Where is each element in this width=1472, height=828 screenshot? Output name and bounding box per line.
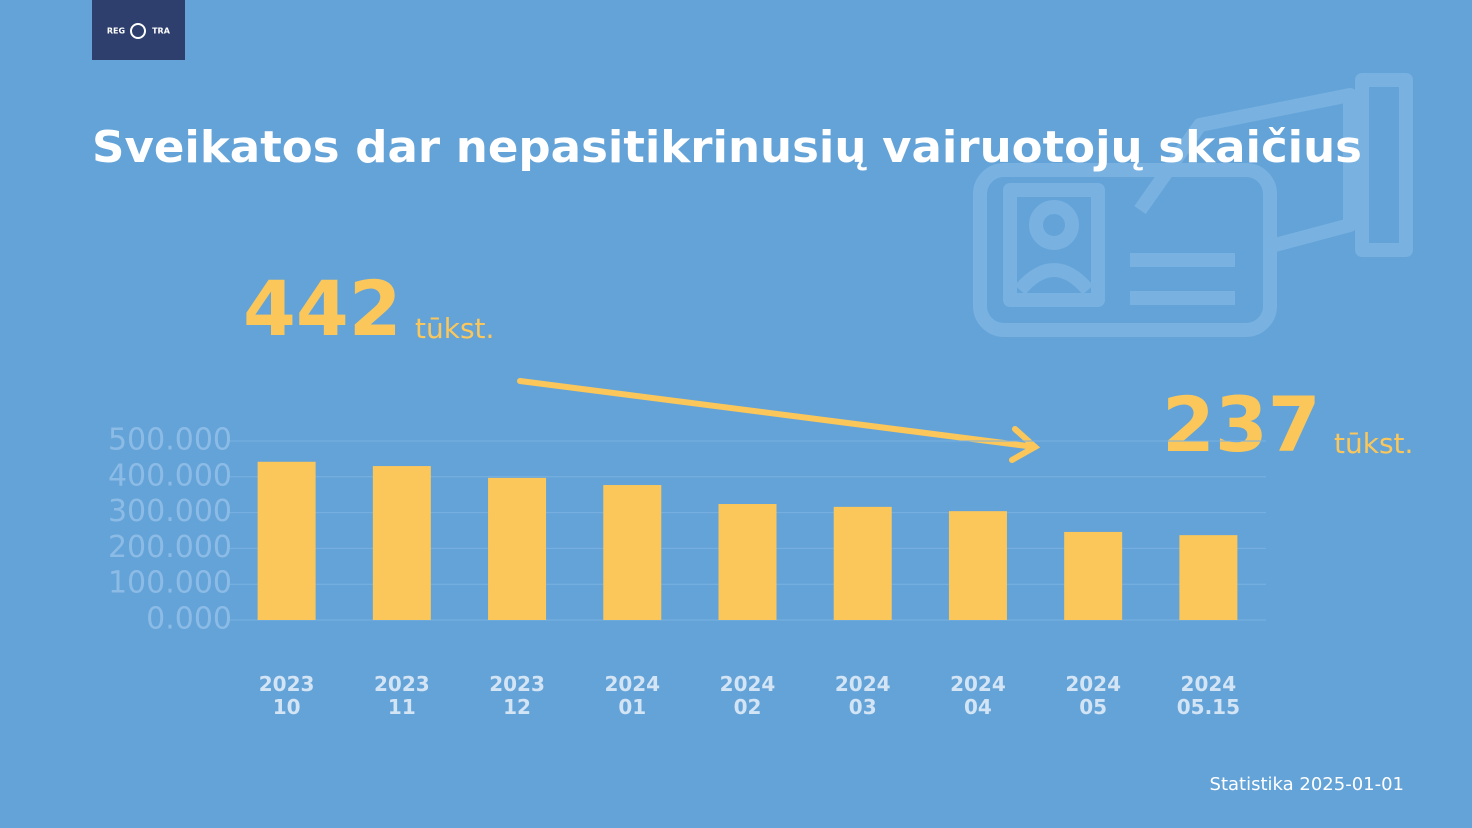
bar	[488, 477, 547, 620]
x-tick-label: 2024 03	[835, 672, 891, 719]
annotation-unit: tūkst.	[1334, 427, 1413, 460]
x-tick-label: 2024 01	[604, 672, 660, 719]
bar	[1064, 531, 1123, 620]
bar	[833, 506, 892, 620]
y-tick-label: 200.000	[108, 530, 232, 565]
y-tick-label: 500.000	[108, 423, 232, 458]
logo-text: TRA	[152, 27, 171, 36]
trend-arrow	[517, 378, 1041, 463]
x-tick-label: 2024 04	[950, 672, 1006, 719]
annotation-unit: tūkst.	[415, 312, 494, 345]
bar	[948, 511, 1007, 620]
annotation-value: 237	[1162, 380, 1321, 469]
bar	[257, 461, 316, 620]
x-tick-label: 2024 05.15	[1177, 672, 1240, 719]
footnote: Statistika 2025-01-01	[1210, 774, 1404, 795]
x-tick-label: 2023 10	[259, 672, 315, 719]
x-tick-label: 2023 12	[489, 672, 545, 719]
y-tick-label: 400.000	[108, 458, 232, 493]
bar	[603, 485, 662, 620]
bar	[372, 466, 431, 620]
logo-text: REG	[107, 27, 125, 36]
y-tick-label: 0.000	[146, 602, 232, 637]
chart-title: Sveikatos dar nepasitikrinusių vairuotoj…	[92, 122, 1362, 173]
x-tick-label: 2024 05	[1065, 672, 1121, 719]
x-tick-label: 2024 02	[720, 672, 776, 719]
y-tick-label: 100.000	[108, 566, 232, 601]
bar	[1179, 535, 1238, 620]
x-tick-label: 2023 11	[374, 672, 430, 719]
logo-box	[92, 0, 185, 60]
bar	[718, 504, 777, 620]
logo-icon	[130, 23, 146, 39]
y-tick-label: 300.000	[108, 494, 232, 529]
annotation-value: 442	[243, 264, 402, 353]
background-icon	[973, 73, 1413, 337]
